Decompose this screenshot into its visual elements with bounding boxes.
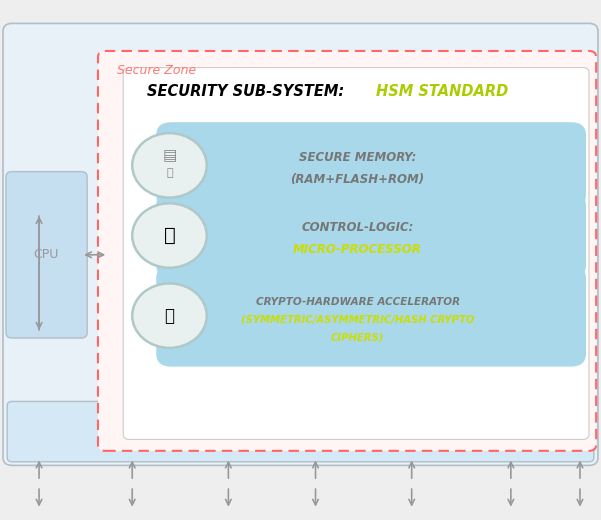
Text: CRYPTO-HARDWARE ACCELERATOR: CRYPTO-HARDWARE ACCELERATOR (255, 296, 460, 307)
Text: CIPHERS): CIPHERS) (331, 333, 384, 343)
FancyBboxPatch shape (3, 23, 598, 465)
FancyBboxPatch shape (98, 51, 596, 451)
FancyBboxPatch shape (123, 68, 589, 439)
Text: SECURITY SUB-SYSTEM:: SECURITY SUB-SYSTEM: (147, 84, 350, 98)
Text: CONTROL-LOGIC:: CONTROL-LOGIC: (302, 222, 413, 234)
FancyBboxPatch shape (156, 265, 586, 367)
FancyBboxPatch shape (156, 122, 586, 208)
FancyBboxPatch shape (6, 172, 87, 338)
Text: Secure Zone: Secure Zone (117, 63, 197, 76)
Text: ▤: ▤ (162, 149, 177, 163)
Circle shape (132, 283, 207, 348)
Text: 🖥: 🖥 (165, 307, 174, 324)
Text: MICRO-PROCESSOR: MICRO-PROCESSOR (293, 243, 422, 256)
Text: (SYMMETRIC/ASYMMETRIC/HASH CRYPTO: (SYMMETRIC/ASYMMETRIC/HASH CRYPTO (241, 315, 474, 325)
Text: HSM STANDARD: HSM STANDARD (376, 84, 508, 98)
Text: Peripherals (CAN, UART, external memory interface): Peripherals (CAN, UART, external memory … (127, 425, 474, 438)
Text: 🛡: 🛡 (166, 168, 173, 178)
Text: (RAM+FLASH+ROM): (RAM+FLASH+ROM) (290, 173, 425, 186)
FancyBboxPatch shape (156, 192, 586, 278)
Circle shape (132, 133, 207, 198)
Text: CPU: CPU (34, 249, 59, 261)
FancyBboxPatch shape (7, 401, 594, 462)
Text: 💡: 💡 (163, 226, 175, 245)
Circle shape (132, 203, 207, 268)
Text: SECURE MEMORY:: SECURE MEMORY: (299, 151, 416, 164)
